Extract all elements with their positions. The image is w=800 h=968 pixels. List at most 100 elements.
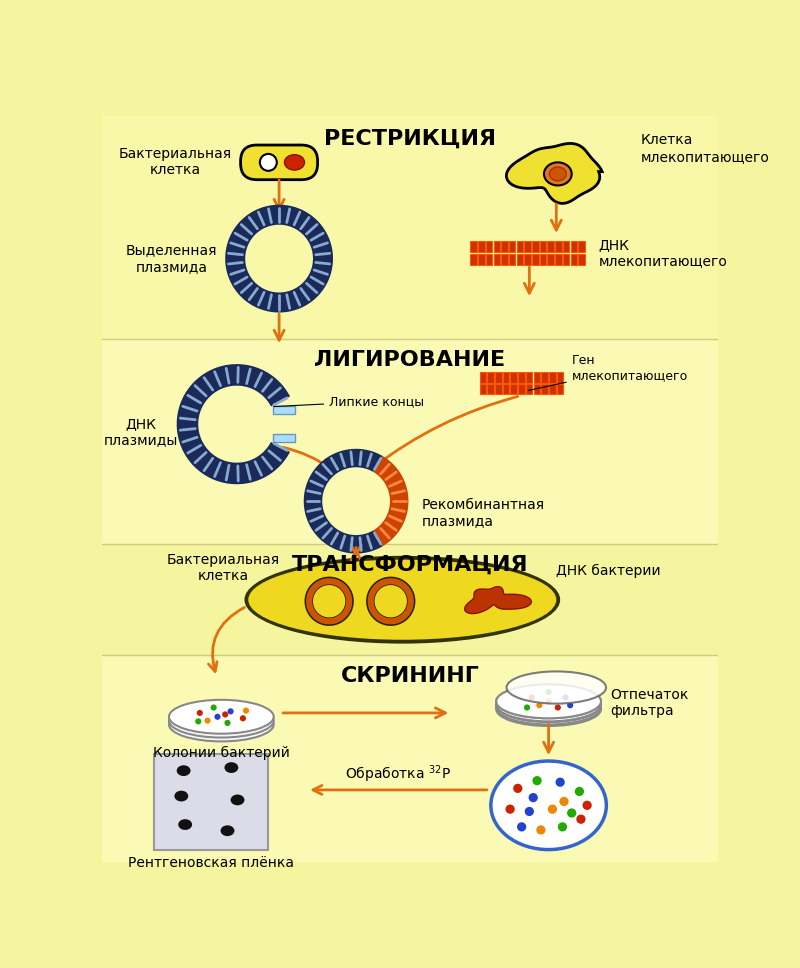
Circle shape: [225, 720, 230, 726]
Bar: [547, 254, 554, 265]
Bar: [509, 254, 515, 265]
Ellipse shape: [496, 687, 601, 721]
Bar: [486, 241, 492, 253]
Bar: [502, 383, 510, 394]
Circle shape: [576, 814, 586, 824]
Bar: [557, 383, 563, 394]
Circle shape: [260, 154, 277, 170]
Bar: [518, 372, 525, 382]
Text: Рекомбинантная
плазмида: Рекомбинантная плазмида: [422, 498, 545, 528]
Bar: [274, 435, 294, 442]
Circle shape: [546, 689, 552, 695]
Circle shape: [582, 801, 592, 810]
Circle shape: [197, 710, 203, 716]
Ellipse shape: [496, 684, 601, 718]
Ellipse shape: [285, 155, 305, 170]
Bar: [532, 254, 538, 265]
Circle shape: [548, 804, 557, 814]
Text: РЕСТРИКЦИЯ: РЕСТРИКЦИЯ: [324, 129, 496, 148]
Circle shape: [546, 698, 552, 705]
Bar: [495, 383, 502, 394]
FancyBboxPatch shape: [241, 145, 318, 180]
Bar: [478, 241, 485, 253]
Bar: [102, 340, 718, 543]
Ellipse shape: [169, 708, 274, 741]
Bar: [509, 241, 515, 253]
Ellipse shape: [496, 688, 601, 722]
Text: ДНК
млекопитающего: ДНК млекопитающего: [598, 238, 727, 268]
Circle shape: [536, 702, 542, 709]
Ellipse shape: [177, 766, 190, 776]
Polygon shape: [177, 364, 290, 484]
Bar: [570, 254, 577, 265]
Ellipse shape: [496, 692, 601, 726]
Ellipse shape: [169, 700, 274, 734]
Circle shape: [506, 804, 514, 814]
Circle shape: [567, 808, 576, 818]
Bar: [487, 383, 494, 394]
Bar: [517, 254, 523, 265]
Circle shape: [536, 826, 546, 834]
Text: Рентгеновская плёнка: Рентгеновская плёнка: [128, 856, 294, 870]
Text: Колонии бактерий: Колонии бактерий: [153, 746, 290, 760]
Polygon shape: [465, 587, 531, 614]
Bar: [494, 241, 500, 253]
Ellipse shape: [225, 762, 238, 773]
Bar: [495, 372, 502, 382]
Polygon shape: [305, 577, 354, 626]
Bar: [102, 543, 718, 655]
Bar: [526, 383, 533, 394]
Bar: [274, 407, 294, 414]
Bar: [486, 254, 492, 265]
Bar: [494, 254, 500, 265]
Circle shape: [529, 793, 538, 802]
Ellipse shape: [544, 163, 572, 186]
Bar: [524, 241, 531, 253]
Bar: [534, 383, 540, 394]
Text: Бактериальная
клетка: Бактериальная клетка: [118, 147, 232, 177]
Bar: [563, 254, 570, 265]
Circle shape: [214, 713, 221, 720]
Circle shape: [529, 694, 534, 701]
Bar: [557, 372, 563, 382]
Ellipse shape: [169, 704, 274, 738]
Circle shape: [240, 715, 246, 721]
Bar: [518, 383, 525, 394]
Circle shape: [567, 702, 574, 709]
Circle shape: [525, 807, 534, 816]
Circle shape: [558, 822, 567, 832]
Circle shape: [513, 784, 522, 793]
Text: Бактериальная
клетка: Бактериальная клетка: [167, 553, 280, 583]
Ellipse shape: [245, 556, 560, 644]
Bar: [578, 254, 585, 265]
Bar: [547, 241, 554, 253]
Text: Клетка
млекопитающего: Клетка млекопитающего: [641, 134, 770, 164]
Text: Липкие концы: Липкие концы: [274, 395, 424, 408]
Circle shape: [195, 718, 202, 724]
Bar: [480, 372, 486, 382]
Text: Ген
млекопитающего: Ген млекопитающего: [528, 354, 688, 390]
Text: Обработка $^{32}$P: Обработка $^{32}$P: [346, 763, 451, 784]
Bar: [517, 241, 523, 253]
Circle shape: [205, 717, 210, 724]
Bar: [549, 383, 555, 394]
Bar: [510, 372, 517, 382]
Bar: [555, 254, 562, 265]
Ellipse shape: [178, 819, 192, 830]
Bar: [470, 241, 477, 253]
Bar: [549, 372, 555, 382]
Bar: [102, 116, 718, 340]
Ellipse shape: [230, 795, 245, 805]
Bar: [480, 383, 486, 394]
Bar: [502, 241, 508, 253]
Polygon shape: [304, 449, 382, 554]
Circle shape: [243, 708, 249, 713]
Circle shape: [524, 705, 530, 711]
Text: СКРИНИНГ: СКРИНИНГ: [341, 666, 479, 686]
Bar: [540, 254, 546, 265]
Polygon shape: [506, 143, 602, 203]
Ellipse shape: [174, 791, 188, 802]
Bar: [555, 241, 562, 253]
Circle shape: [555, 777, 565, 787]
Circle shape: [313, 585, 346, 618]
